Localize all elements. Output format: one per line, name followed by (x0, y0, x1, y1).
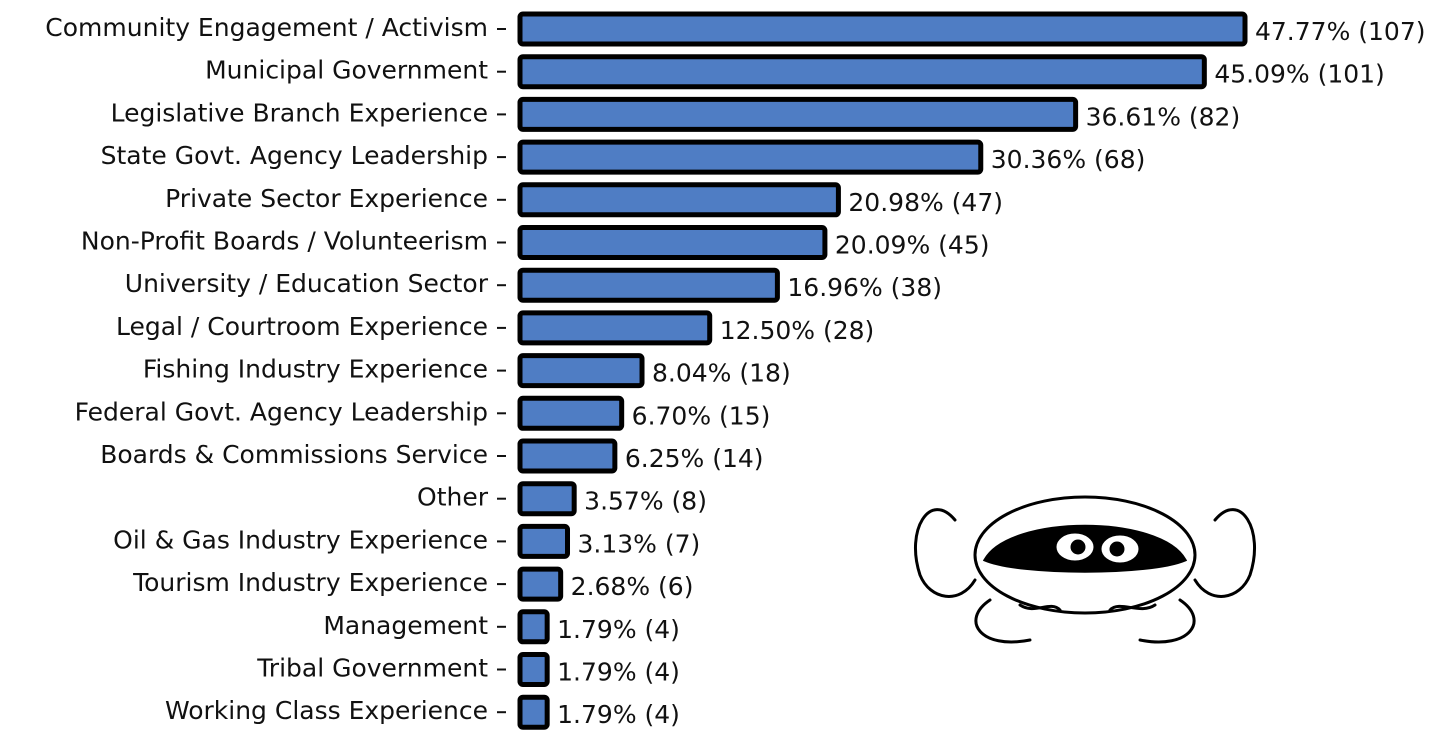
y-tick-label: Municipal Government (205, 56, 488, 85)
bar (520, 185, 838, 215)
y-tick-label: University / Education Sector (125, 269, 489, 298)
value-label: 47.77% (107) (1255, 17, 1426, 46)
bar (520, 313, 710, 343)
y-tick-label: Oil & Gas Industry Experience (113, 525, 488, 554)
y-tick-label: Other (417, 483, 489, 512)
bar (520, 270, 777, 300)
value-label: 12.50% (28) (720, 316, 875, 345)
bar (520, 655, 547, 685)
bar (520, 441, 615, 471)
y-tick-label: Management (323, 611, 488, 640)
bar (520, 99, 1076, 129)
value-label: 30.36% (68) (991, 145, 1146, 174)
bar (520, 526, 568, 556)
bar (520, 14, 1245, 44)
bar (520, 612, 547, 642)
y-tick-label: Working Class Experience (165, 696, 488, 725)
value-label: 20.98% (47) (848, 188, 1003, 217)
y-tick-label: Fishing Industry Experience (143, 355, 488, 384)
crab-illustration (915, 497, 1254, 642)
value-label: 1.79% (4) (557, 658, 680, 687)
bar (520, 356, 642, 386)
y-tick-label: Tourism Industry Experience (132, 568, 488, 597)
bar (520, 569, 561, 599)
bar (520, 697, 547, 727)
bar (520, 398, 622, 428)
value-label: 6.70% (15) (632, 401, 771, 430)
bar (520, 228, 825, 258)
y-tick-label: Non-Profit Boards / Volunteerism (81, 227, 488, 256)
y-tick-label: Federal Govt. Agency Leadership (75, 397, 488, 426)
y-tick-label: Legislative Branch Experience (111, 98, 488, 127)
value-label: 2.68% (6) (571, 572, 694, 601)
y-tick-label: Private Sector Experience (165, 184, 488, 213)
bar (520, 484, 574, 514)
value-label: 16.96% (38) (787, 273, 942, 302)
value-label: 1.79% (4) (557, 700, 680, 729)
bar (520, 57, 1204, 87)
value-label: 45.09% (101) (1214, 60, 1385, 89)
value-label: 6.25% (14) (625, 444, 764, 473)
value-label: 20.09% (45) (835, 231, 990, 260)
y-tick-label: Tribal Government (256, 654, 488, 683)
y-tick-label: Boards & Commissions Service (100, 440, 488, 469)
value-label: 1.79% (4) (557, 615, 680, 644)
y-tick-label: Legal / Courtroom Experience (116, 312, 488, 341)
value-label: 36.61% (82) (1086, 102, 1241, 131)
y-tick-label: Community Engagement / Activism (45, 13, 488, 42)
chart: Community Engagement / Activism 47.77% (1… (0, 0, 1429, 730)
value-label: 3.57% (8) (584, 487, 707, 516)
value-label: 8.04% (18) (652, 359, 791, 388)
bar (520, 142, 981, 172)
y-tick-label: State Govt. Agency Leadership (101, 141, 488, 170)
value-label: 3.13% (7) (578, 529, 701, 558)
